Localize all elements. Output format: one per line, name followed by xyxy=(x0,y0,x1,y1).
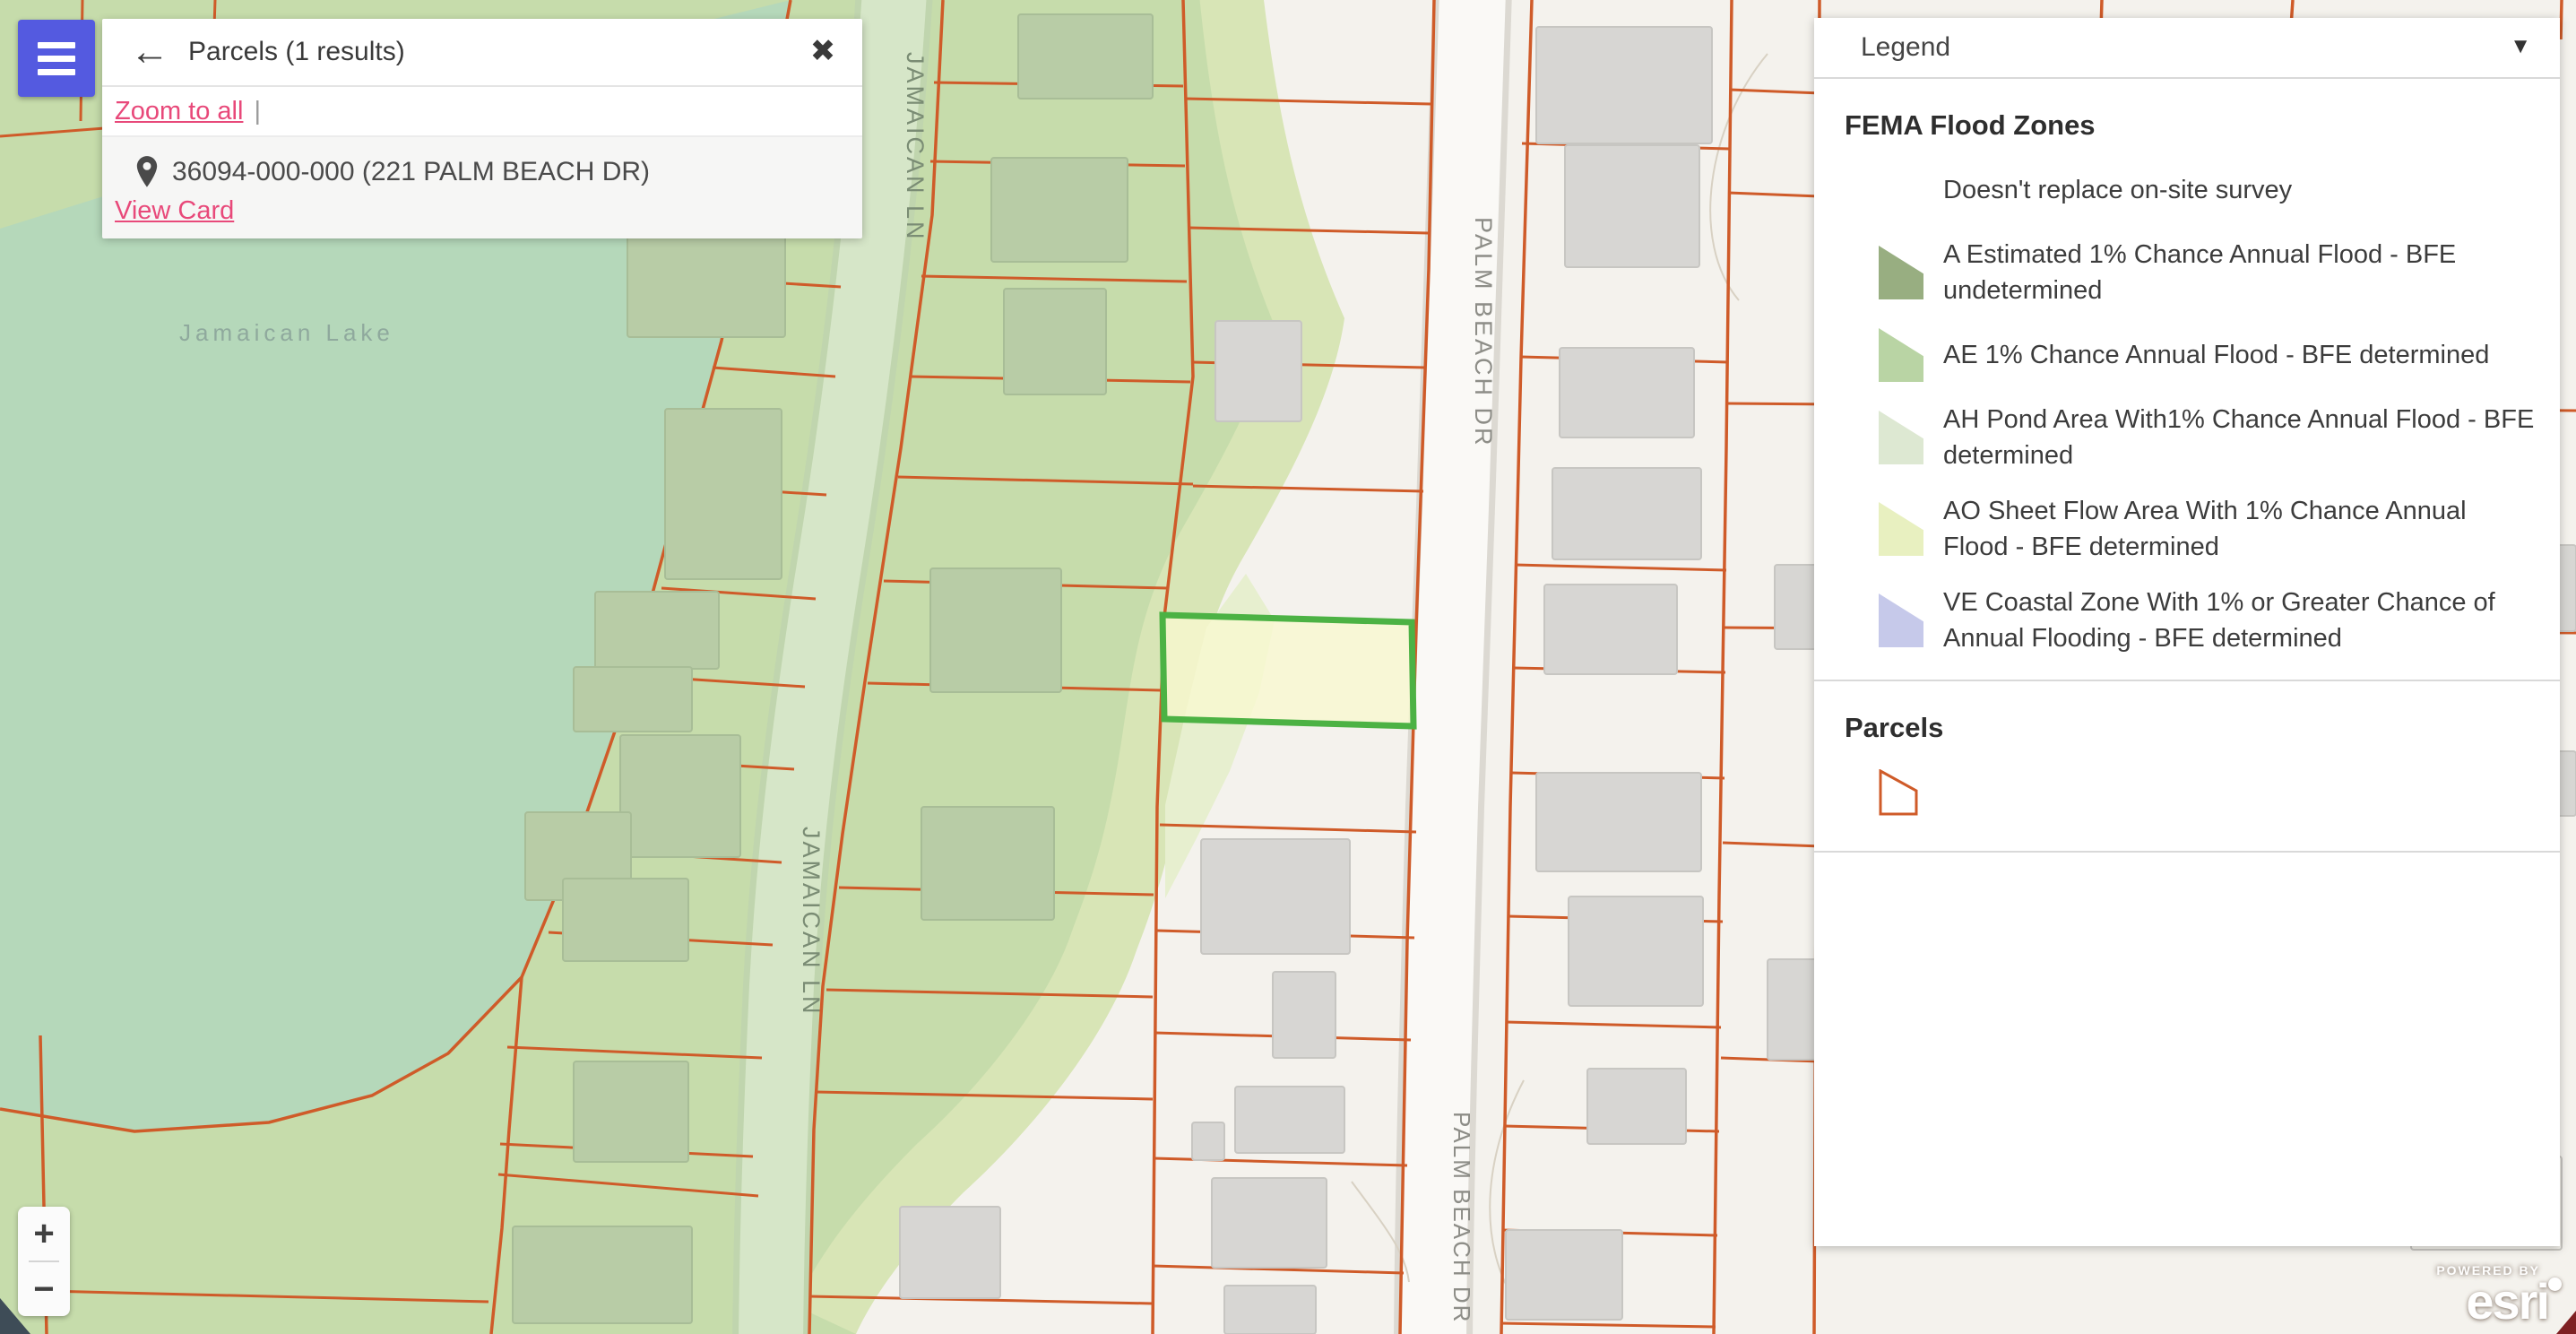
chevron-down-icon: ▼ xyxy=(2510,34,2531,58)
corner-feature-dark xyxy=(0,1298,30,1334)
street-label-palm-top: PALM BEACH DR xyxy=(1470,217,1497,448)
legend-swatch-ao xyxy=(1879,502,1923,556)
lake-area xyxy=(0,0,791,1131)
legend-swatch-empty xyxy=(1879,163,1923,217)
street-label-palm-bottom: PALM BEACH DR xyxy=(1448,1112,1475,1323)
selected-parcel-highlight xyxy=(1159,611,1417,730)
parcel-outline-swatch xyxy=(1879,768,2560,820)
legend-item: A Estimated 1% Chance Annual Flood - BFE… xyxy=(1879,237,2537,308)
search-results-panel: ← Parcels (1 results) ✖ Zoom to all | 36… xyxy=(102,19,862,238)
buildings-green xyxy=(512,13,1154,1324)
zoom-out-button[interactable]: − xyxy=(18,1262,70,1316)
buildings-gray xyxy=(899,26,2576,1334)
legend-item: AH Pond Area With1% Chance Annual Flood … xyxy=(1879,402,2537,473)
close-button[interactable]: ✖ xyxy=(801,30,844,73)
view-card-link[interactable]: View Card xyxy=(115,196,235,225)
legend-swatch-ve xyxy=(1879,593,1923,647)
legend-swatch-a xyxy=(1879,246,1923,299)
legend-swatch-ae xyxy=(1879,328,1923,382)
legend-items: Doesn't replace on-site survey A Estimat… xyxy=(1814,151,2560,656)
menu-button[interactable] xyxy=(18,20,95,97)
back-button[interactable]: ← xyxy=(129,31,170,73)
legend-divider xyxy=(1814,851,2560,853)
result-parcel-text: 36094-000-000 (221 PALM BEACH DR) xyxy=(172,157,651,186)
map-zoom-control: + − xyxy=(18,1207,70,1316)
search-results-title: Parcels (1 results) xyxy=(188,37,405,66)
back-arrow-icon: ← xyxy=(130,30,169,74)
legend-panel: Legend ▼ FEMA Flood Zones Doesn't replac… xyxy=(1814,18,2560,1246)
legend-divider xyxy=(1814,680,2560,681)
search-results-header: ← Parcels (1 results) ✖ xyxy=(102,19,862,87)
zoom-to-all-link[interactable]: Zoom to all xyxy=(115,96,244,126)
street-label-jamaican-top: JAMAICAN LN xyxy=(902,52,929,242)
results-actions-row: Zoom to all | xyxy=(102,87,862,137)
legend-section-parcels: Parcels xyxy=(1845,712,1944,743)
legend-header[interactable]: Legend ▼ xyxy=(1814,18,2560,79)
road-palm-beach-dr xyxy=(1394,0,1512,1334)
legend-title: Legend xyxy=(1861,32,1951,62)
result-list-item[interactable]: 36094-000-000 (221 PALM BEACH DR) View C… xyxy=(102,137,862,238)
legend-section-fema: FEMA Flood Zones xyxy=(1845,109,2096,141)
lake-label: Jamaican Lake xyxy=(179,319,394,346)
legend-item: VE Coastal Zone With 1% or Greater Chanc… xyxy=(1879,585,2537,656)
legend-item: AE 1% Chance Annual Flood - BFE determin… xyxy=(1879,328,2537,382)
legend-item: AO Sheet Flow Area With 1% Chance Annual… xyxy=(1879,493,2537,565)
legend-swatch-ah xyxy=(1879,411,1923,464)
zoom-in-button[interactable]: + xyxy=(18,1207,70,1260)
street-label-jamaican-bottom: JAMAICAN LN xyxy=(798,827,825,1017)
legend-item: Doesn't replace on-site survey xyxy=(1879,163,2537,217)
road-jamaican-ln xyxy=(732,0,933,1334)
zoom-control-divider xyxy=(29,1260,59,1262)
location-pin-icon xyxy=(134,155,160,194)
close-icon: ✖ xyxy=(809,34,836,68)
corner-feature-red xyxy=(2556,1311,2576,1334)
action-separator: | xyxy=(254,96,261,126)
